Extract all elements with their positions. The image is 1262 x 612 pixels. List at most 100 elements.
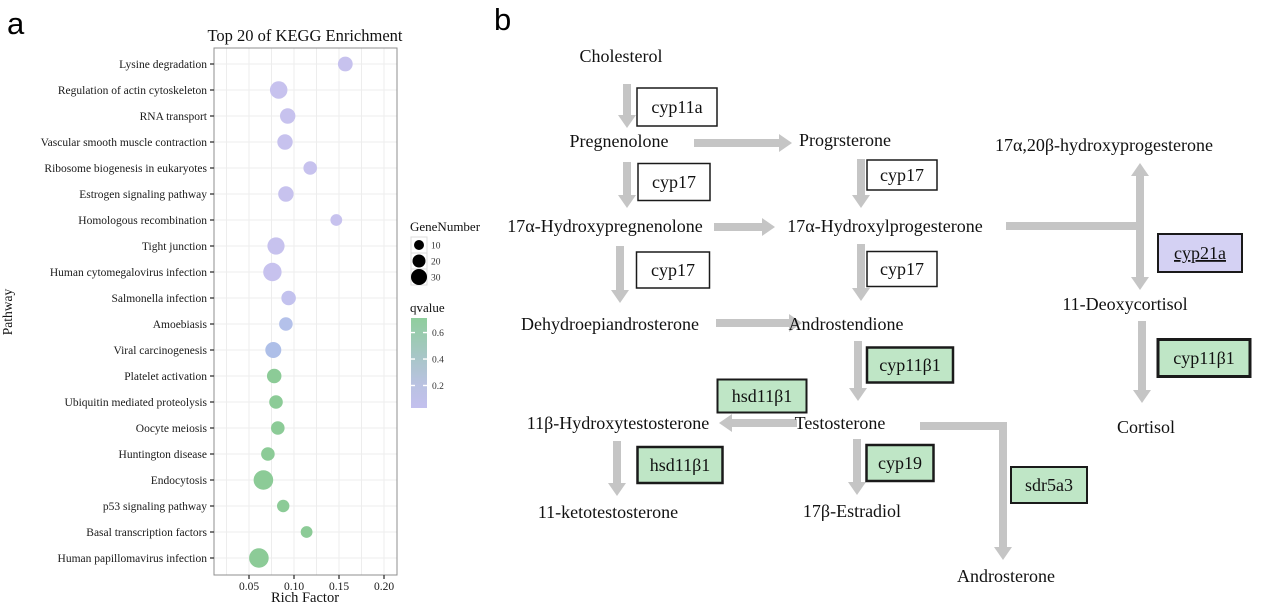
metabolite-label: 17α-Hydroxypregnenolone xyxy=(507,216,702,236)
enzyme-box xyxy=(636,445,724,485)
enzyme-label: sdr5a3 xyxy=(1025,475,1073,495)
legend-size-item-label: 30 xyxy=(431,274,441,284)
legend-color-tick-label: 0.4 xyxy=(432,356,444,366)
chart-point xyxy=(271,421,285,435)
pathway-arrowhead xyxy=(762,218,775,236)
chart-point xyxy=(279,317,293,331)
pathway-tick-label: Regulation of actin cytoskeleton xyxy=(58,85,207,97)
panel-a-label: a xyxy=(7,6,25,41)
x-tick-label: 0.15 xyxy=(329,581,349,593)
pathway-tick-label: p53 signaling pathway xyxy=(103,501,207,513)
metabolite-label: 17α-Hydroxylprogesterone xyxy=(787,216,982,236)
enzyme-label: hsd11β1 xyxy=(732,386,793,406)
pathway-tick-label: Basal transcription factors xyxy=(86,527,207,539)
enzyme-label: cyp17 xyxy=(880,165,924,185)
pathway-tick-label: RNA transport xyxy=(140,111,208,123)
legend-color-tick-label: 0.2 xyxy=(432,382,444,392)
chart-point xyxy=(269,81,288,99)
chart-point xyxy=(263,262,282,282)
chart-point xyxy=(277,134,293,150)
enzyme-label: hsd11β1 xyxy=(650,455,711,475)
pathway-tick-label: Tight junction xyxy=(142,241,207,253)
metabolite-label: Dehydroepiandrosterone xyxy=(521,314,699,334)
chart-point xyxy=(303,161,318,175)
metabolite-label: Pregnenolone xyxy=(570,131,669,151)
pathway-tick-label: Human papillomavirus infection xyxy=(58,553,208,565)
legend-size-title: GeneNumber xyxy=(410,219,481,234)
pathway-tick-label: Lysine degradation xyxy=(119,59,207,71)
metabolite-label: 17α,20β-hydroxyprogesterone xyxy=(995,135,1213,155)
enzyme-box xyxy=(635,251,711,289)
pathway-arrow xyxy=(920,422,1007,548)
enzyme-box xyxy=(866,159,938,191)
enzyme-box xyxy=(1010,466,1088,504)
pathway-arrowhead xyxy=(719,414,732,432)
enzyme-box xyxy=(1156,338,1252,378)
pathway-arrowhead xyxy=(1133,390,1151,403)
x-tick-label: 0.20 xyxy=(374,581,394,593)
legend-color-title: qvalue xyxy=(410,300,445,315)
chart-point xyxy=(337,56,353,72)
legend-color-tick-label: 0.6 xyxy=(432,329,444,339)
enzyme-box xyxy=(636,87,718,127)
pathway-tick-label: Ribosome biogenesis in eukaryotes xyxy=(44,163,207,175)
pathway-arrowhead xyxy=(1131,163,1149,176)
chart-point xyxy=(277,499,290,513)
pathway-tick-label: Estrogen signaling pathway xyxy=(79,189,207,201)
chart-point xyxy=(280,108,296,124)
chart-point xyxy=(278,186,294,202)
pathway-tick-label: Ubiquitin mediated proteolysis xyxy=(65,397,208,409)
enzyme-box xyxy=(637,162,711,202)
pathway-arrowhead xyxy=(852,288,870,301)
enzyme-box xyxy=(716,378,808,414)
chart-point xyxy=(267,237,285,255)
pathway-tick-label: Vascular smooth muscle contraction xyxy=(41,137,208,149)
metabolite-label: 11-Deoxycortisol xyxy=(1062,294,1187,314)
enzyme-label: cyp21a xyxy=(1174,243,1226,263)
pathway-arrowhead xyxy=(608,483,626,496)
chart-point xyxy=(281,290,296,306)
pathway-tick-label: Human cytomegalovirus infection xyxy=(50,267,207,279)
metabolite-label: 11β-Hydroxytestosterone xyxy=(527,413,709,433)
chart-point xyxy=(265,342,282,358)
kegg-enrichment-bubble-chart: Lysine degradation Regulation of actin cy… xyxy=(0,26,481,606)
enzyme-label: cyp11β1 xyxy=(879,355,940,375)
panel-b-label: b xyxy=(494,2,512,37)
pathway-tick-label: Huntington disease xyxy=(119,449,207,461)
pathway-arrowhead xyxy=(994,547,1012,560)
enzyme-label: cyp19 xyxy=(878,453,922,473)
metabolite-label: Cortisol xyxy=(1117,417,1175,437)
metabolite-label: Androstendione xyxy=(789,314,904,334)
enzyme-box xyxy=(866,250,938,288)
pathway-arrowhead xyxy=(789,314,802,332)
enzyme-label: cyp11β1 xyxy=(1173,348,1234,368)
metabolite-label: Progrsterone xyxy=(799,130,891,150)
pathway-arrowhead xyxy=(848,482,866,495)
pathway-tick-label: Salmonella infection xyxy=(112,293,208,305)
legend-size-dot xyxy=(414,240,424,250)
enzyme-label: cyp17 xyxy=(652,172,696,192)
enzyme-box xyxy=(865,443,935,483)
pathway-arrowhead xyxy=(618,115,636,128)
chart-point xyxy=(330,214,343,226)
pathway-arrowhead xyxy=(779,134,792,152)
metabolite-label: Androsterone xyxy=(957,566,1055,586)
plot-border xyxy=(213,47,398,576)
pathway-arrowhead xyxy=(1131,277,1149,290)
chart-point xyxy=(249,548,269,568)
chart-point xyxy=(266,368,282,384)
y-axis-label: Pathway xyxy=(0,289,15,336)
enzyme-label: cyp17 xyxy=(880,259,924,279)
chart-point xyxy=(269,395,283,409)
pathway-arrowhead xyxy=(852,195,870,208)
x-tick-label: 0.05 xyxy=(239,581,259,593)
enzyme-box xyxy=(1157,233,1243,273)
pathway-tick-label: Platelet activation xyxy=(124,371,207,383)
metabolite-label: 17β-Estradiol xyxy=(803,501,901,521)
chart-point xyxy=(253,470,274,490)
legend-size-dot xyxy=(411,269,427,285)
pathway-arrowhead xyxy=(611,290,629,303)
metabolite-label: Testosterone xyxy=(795,413,886,433)
pathway-tick-label: Homologous recombination xyxy=(78,215,207,227)
